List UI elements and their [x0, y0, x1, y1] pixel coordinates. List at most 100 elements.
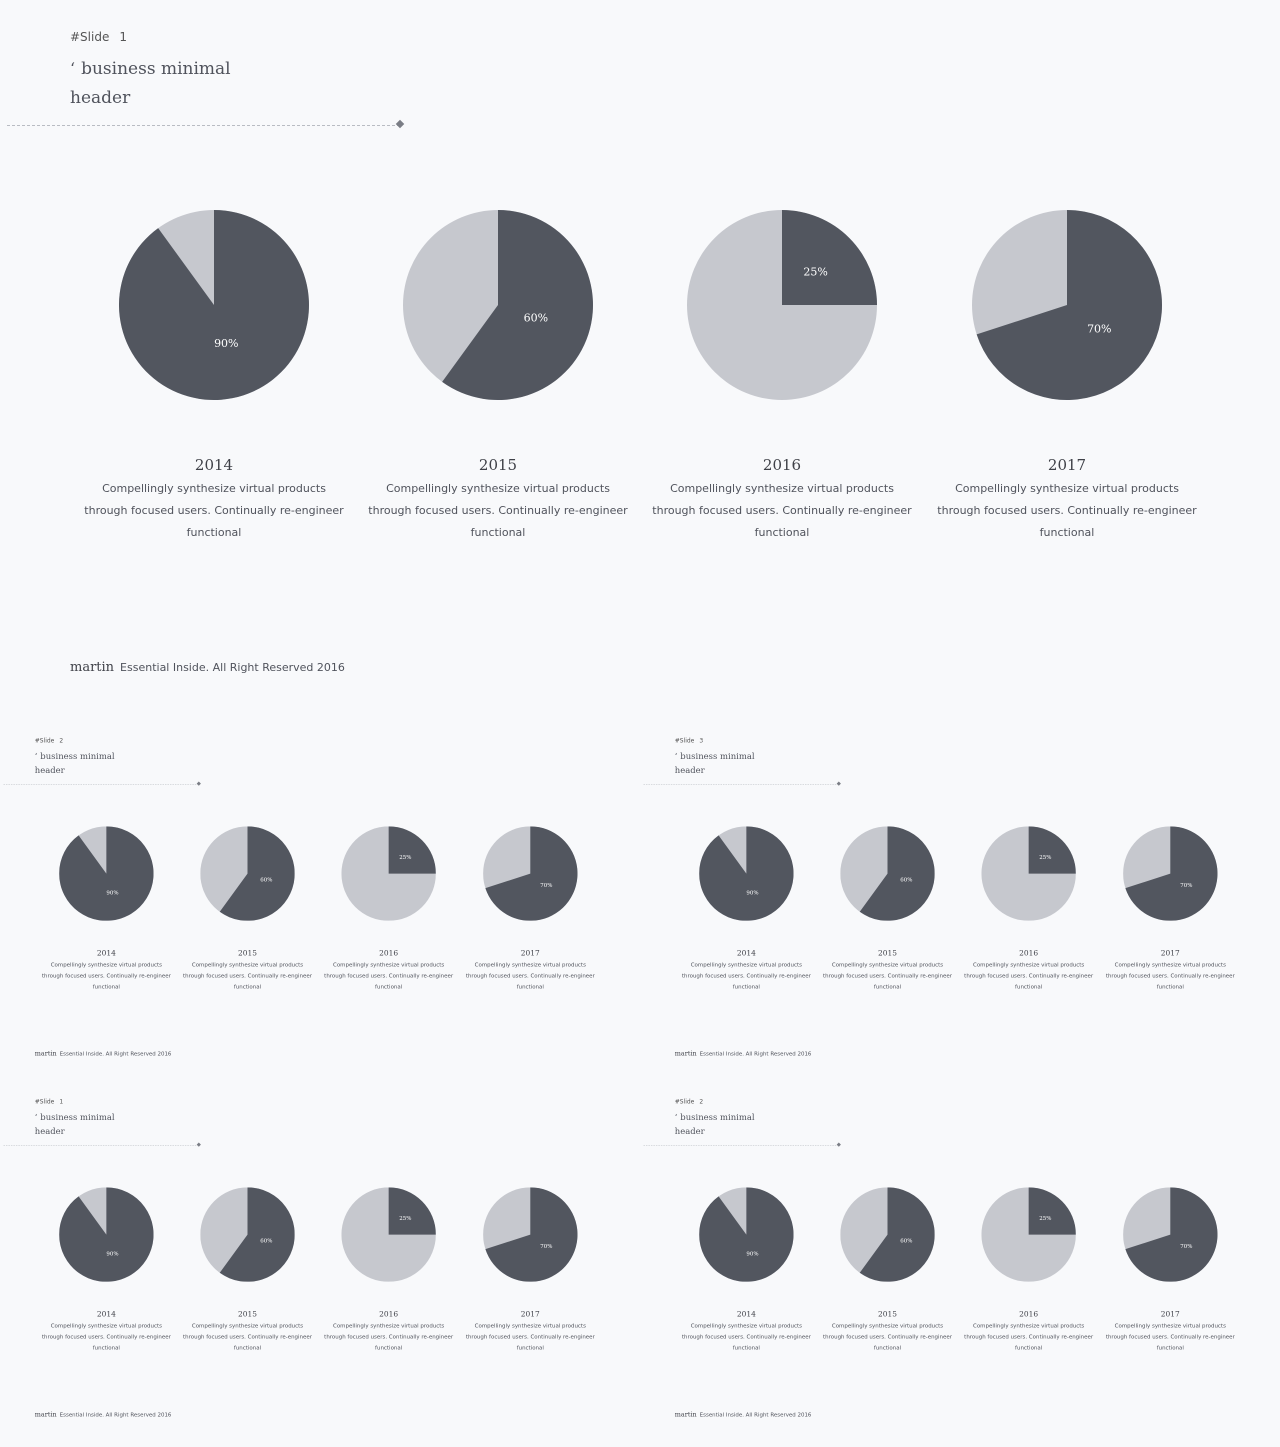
pie-chart-2017: 70% — [1123, 1187, 1218, 1282]
year-description: Compellingly synthesize virtual products… — [937, 482, 1197, 539]
footer: martin Essential Inside. All Right Reserv… — [35, 1411, 172, 1418]
slide-title: ‘business minimal header — [675, 1110, 824, 1139]
pie-chart-2014: 90% — [699, 1187, 794, 1282]
pie-value-slice — [1028, 826, 1076, 874]
footer: martin Essential Inside. All Right Reserv… — [675, 1050, 812, 1057]
pie-value-label: 60% — [900, 1239, 912, 1245]
title-line-2: header — [674, 765, 705, 776]
pie-column-2017: 70% 2017 Compellingly synthesize virtual… — [458, 826, 602, 992]
pie-column-2017: 70% 2017 Compellingly synthesize virtual… — [458, 1187, 602, 1353]
pie-column-2014: 90% 2014 Compellingly synthesize virtual… — [674, 1187, 818, 1353]
year-description: Compellingly synthesize virtual products… — [1105, 1322, 1235, 1351]
footer-brand: martin — [674, 1411, 697, 1419]
pie-value-label: 90% — [106, 890, 118, 896]
footer-copyright: Essential Inside. All Right Reserved 201… — [699, 1411, 812, 1418]
pie-value-label: 60% — [260, 1239, 272, 1245]
pie-chart-2014: 90% — [59, 1187, 154, 1282]
pie-value-label: 90% — [746, 890, 758, 896]
title-line-1: business minimal — [81, 59, 231, 79]
title-mark: ‘ — [70, 59, 76, 78]
footer-brand: martin — [70, 660, 115, 675]
pie-chart-2015: 60% — [840, 1187, 935, 1282]
year-label: 2017 — [1047, 456, 1087, 474]
pie-value-slice — [699, 826, 794, 921]
pie-value-slice — [485, 826, 578, 921]
pie-value-label: 25% — [399, 855, 411, 861]
year-description: Compellingly synthesize virtual products… — [681, 961, 811, 990]
year-label: 2015 — [238, 1309, 257, 1319]
pie-value-slice — [59, 826, 154, 921]
slide-title: ‘business minimal header — [35, 1110, 184, 1139]
pie-value-slice — [859, 826, 935, 921]
pie-column-2016: 25% 2016 Compellingly synthesize virtual… — [957, 826, 1101, 992]
divider-diamond-icon — [395, 119, 405, 129]
pie-value-label: 90% — [106, 1251, 118, 1257]
footer-copyright: Essential Inside. All Right Reserved 201… — [699, 1050, 812, 1057]
pie-column-2016: 25% 2016 Compellingly synthesize virtual… — [317, 1187, 461, 1353]
footer-copyright: Essential Inside. All Right Reserved 201… — [59, 1411, 172, 1418]
pie-value-slice — [699, 1187, 794, 1282]
slide-number: #Slide 1 — [70, 30, 127, 44]
year-description: Compellingly synthesize virtual products… — [465, 1322, 595, 1351]
year-description: Compellingly synthesize virtual products… — [41, 1322, 171, 1351]
slide-thumbnail-3[interactable]: #Slide 1 ‘business minimal header 90% 201… — [0, 1083, 636, 1438]
pie-chart-2015: 60% — [200, 826, 295, 921]
slide-thumbnail-1[interactable]: #Slide 2 ‘business minimal header 90% 201… — [0, 722, 636, 1077]
pie-value-slice — [219, 1187, 295, 1282]
pie-column-2015: 60% 2015 Compellingly synthesize virtual… — [175, 826, 319, 992]
title-line-2: header — [674, 1126, 705, 1137]
pie-column-2017: 70% 2017 Compellingly synthesize virtual… — [1098, 1187, 1242, 1353]
year-description: Compellingly synthesize virtual products… — [324, 1322, 454, 1351]
title-line-2: header — [34, 765, 65, 776]
slide-label: #Slide — [34, 736, 55, 744]
pie-column-2017: 70% 2017 Compellingly synthesize virtual… — [1098, 826, 1242, 992]
pie-value-label: 25% — [1039, 1216, 1051, 1222]
year-description: Compellingly synthesize virtual products… — [465, 961, 595, 990]
pie-value-label: 60% — [260, 878, 272, 884]
year-description: Compellingly synthesize virtual products… — [41, 961, 171, 990]
year-description: Compellingly synthesize virtual products… — [823, 1322, 952, 1351]
slide-index: 3 — [699, 736, 704, 744]
pie-value-label: 70% — [540, 1244, 552, 1250]
year-label: 2014 — [194, 456, 234, 474]
pie-value-label: 90% — [214, 337, 238, 350]
year-label: 2016 — [1019, 1309, 1039, 1319]
footer-copyright: Essential Inside. All Right Reserved 201… — [59, 1050, 172, 1057]
footer: martin Essential Inside. All Right Reserv… — [675, 1411, 812, 1418]
pie-chart-2016: 25% — [981, 826, 1076, 921]
title-line-1: business minimal — [680, 751, 755, 762]
pie-chart-2014: 90% — [59, 826, 154, 921]
pie-chart-2017: 70% — [972, 210, 1162, 400]
slide-main: #Slide 1 ‘ business minimal header 90% 201… — [0, 0, 1280, 712]
year-label: 2017 — [520, 1309, 540, 1319]
pie-column-2016: 25% 2016 Compellingly synthesize virtual… — [637, 210, 927, 544]
pie-chart-2015: 60% — [403, 210, 593, 400]
pie-value-label: 70% — [540, 883, 552, 889]
year-label: 2015 — [878, 1309, 897, 1319]
pie-column-2014: 90% 2014 Compellingly synthesize virtual… — [34, 826, 178, 992]
pie-chart-2014: 90% — [119, 210, 309, 400]
year-label: 2016 — [762, 456, 802, 474]
pie-chart-2015: 60% — [200, 1187, 295, 1282]
slide-thumbnail-2[interactable]: #Slide 3 ‘business minimal header 90% 201… — [640, 722, 1276, 1077]
footer: martin Essential Inside. All Right Reserv… — [70, 660, 345, 675]
pie-value-label: 90% — [746, 1251, 758, 1257]
slide-thumbnail-4[interactable]: #Slide 2 ‘business minimal header 90% 201… — [640, 1083, 1276, 1438]
year-description: Compellingly synthesize virtual products… — [964, 1322, 1094, 1351]
year-label: 2016 — [379, 1309, 399, 1319]
pie-column-2014: 90% 2014 Compellingly synthesize virtual… — [674, 826, 818, 992]
year-description: Compellingly synthesize virtual products… — [1105, 961, 1235, 990]
pie-value-slice — [119, 210, 309, 400]
pie-value-slice — [1028, 1187, 1076, 1235]
title-mark: ‘ — [34, 1112, 38, 1122]
year-description: Compellingly synthesize virtual products… — [183, 1322, 312, 1351]
pie-chart-2016: 25% — [341, 826, 436, 921]
pie-column-2016: 25% 2016 Compellingly synthesize virtual… — [957, 1187, 1101, 1353]
title-line-1: business minimal — [680, 1112, 755, 1123]
pie-value-label: 70% — [1180, 883, 1192, 889]
pie-value-label: 25% — [803, 265, 827, 278]
slide-number: #Slide 1 — [35, 1098, 63, 1105]
divider-diamond-icon — [196, 781, 201, 786]
pie-chart-2016: 25% — [687, 210, 877, 400]
year-label: 2014 — [736, 948, 756, 958]
